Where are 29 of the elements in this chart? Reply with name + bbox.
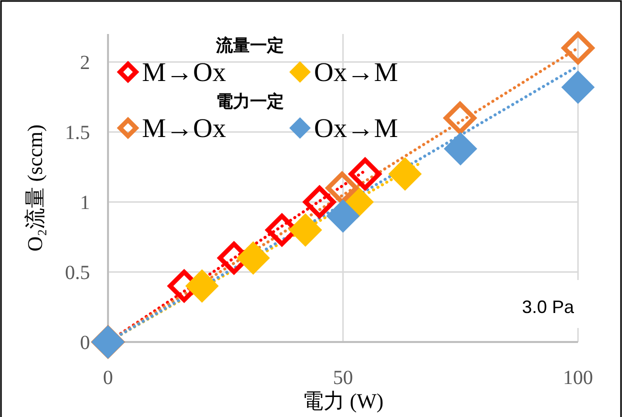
x-tick-label: 50 [333, 367, 353, 389]
point [326, 172, 358, 204]
legend-label: Ox→M [314, 113, 398, 143]
y-tick-label: 1.5 [65, 122, 90, 144]
annotation: 3.0 Pa [522, 297, 576, 317]
x-tick-label: 100 [563, 367, 593, 389]
y-tick-label: 0.5 [65, 262, 90, 284]
point [303, 186, 336, 218]
y-tick-label: 0 [80, 332, 90, 354]
point [348, 158, 382, 190]
point [444, 102, 476, 134]
y-axis-title: O₂流量 (sccm) [23, 124, 47, 252]
point [236, 242, 270, 274]
x-tick-label: 0 [103, 367, 113, 389]
y-tick-label: 2 [80, 52, 90, 74]
point [326, 200, 360, 232]
point [562, 32, 594, 64]
annotation: 電力一定 [216, 92, 284, 111]
legend-label: Ox→M [314, 57, 398, 87]
annotation: 流量一定 [215, 36, 284, 55]
legend-label: M→Ox [142, 113, 227, 143]
x-axis-title: 電力 (W) [302, 389, 384, 413]
y-tick-label: 1 [80, 192, 90, 214]
point [186, 270, 218, 302]
point [562, 70, 594, 104]
point [288, 214, 322, 246]
point [444, 132, 477, 166]
legend-label: M→Ox [142, 57, 227, 87]
point [388, 158, 422, 190]
